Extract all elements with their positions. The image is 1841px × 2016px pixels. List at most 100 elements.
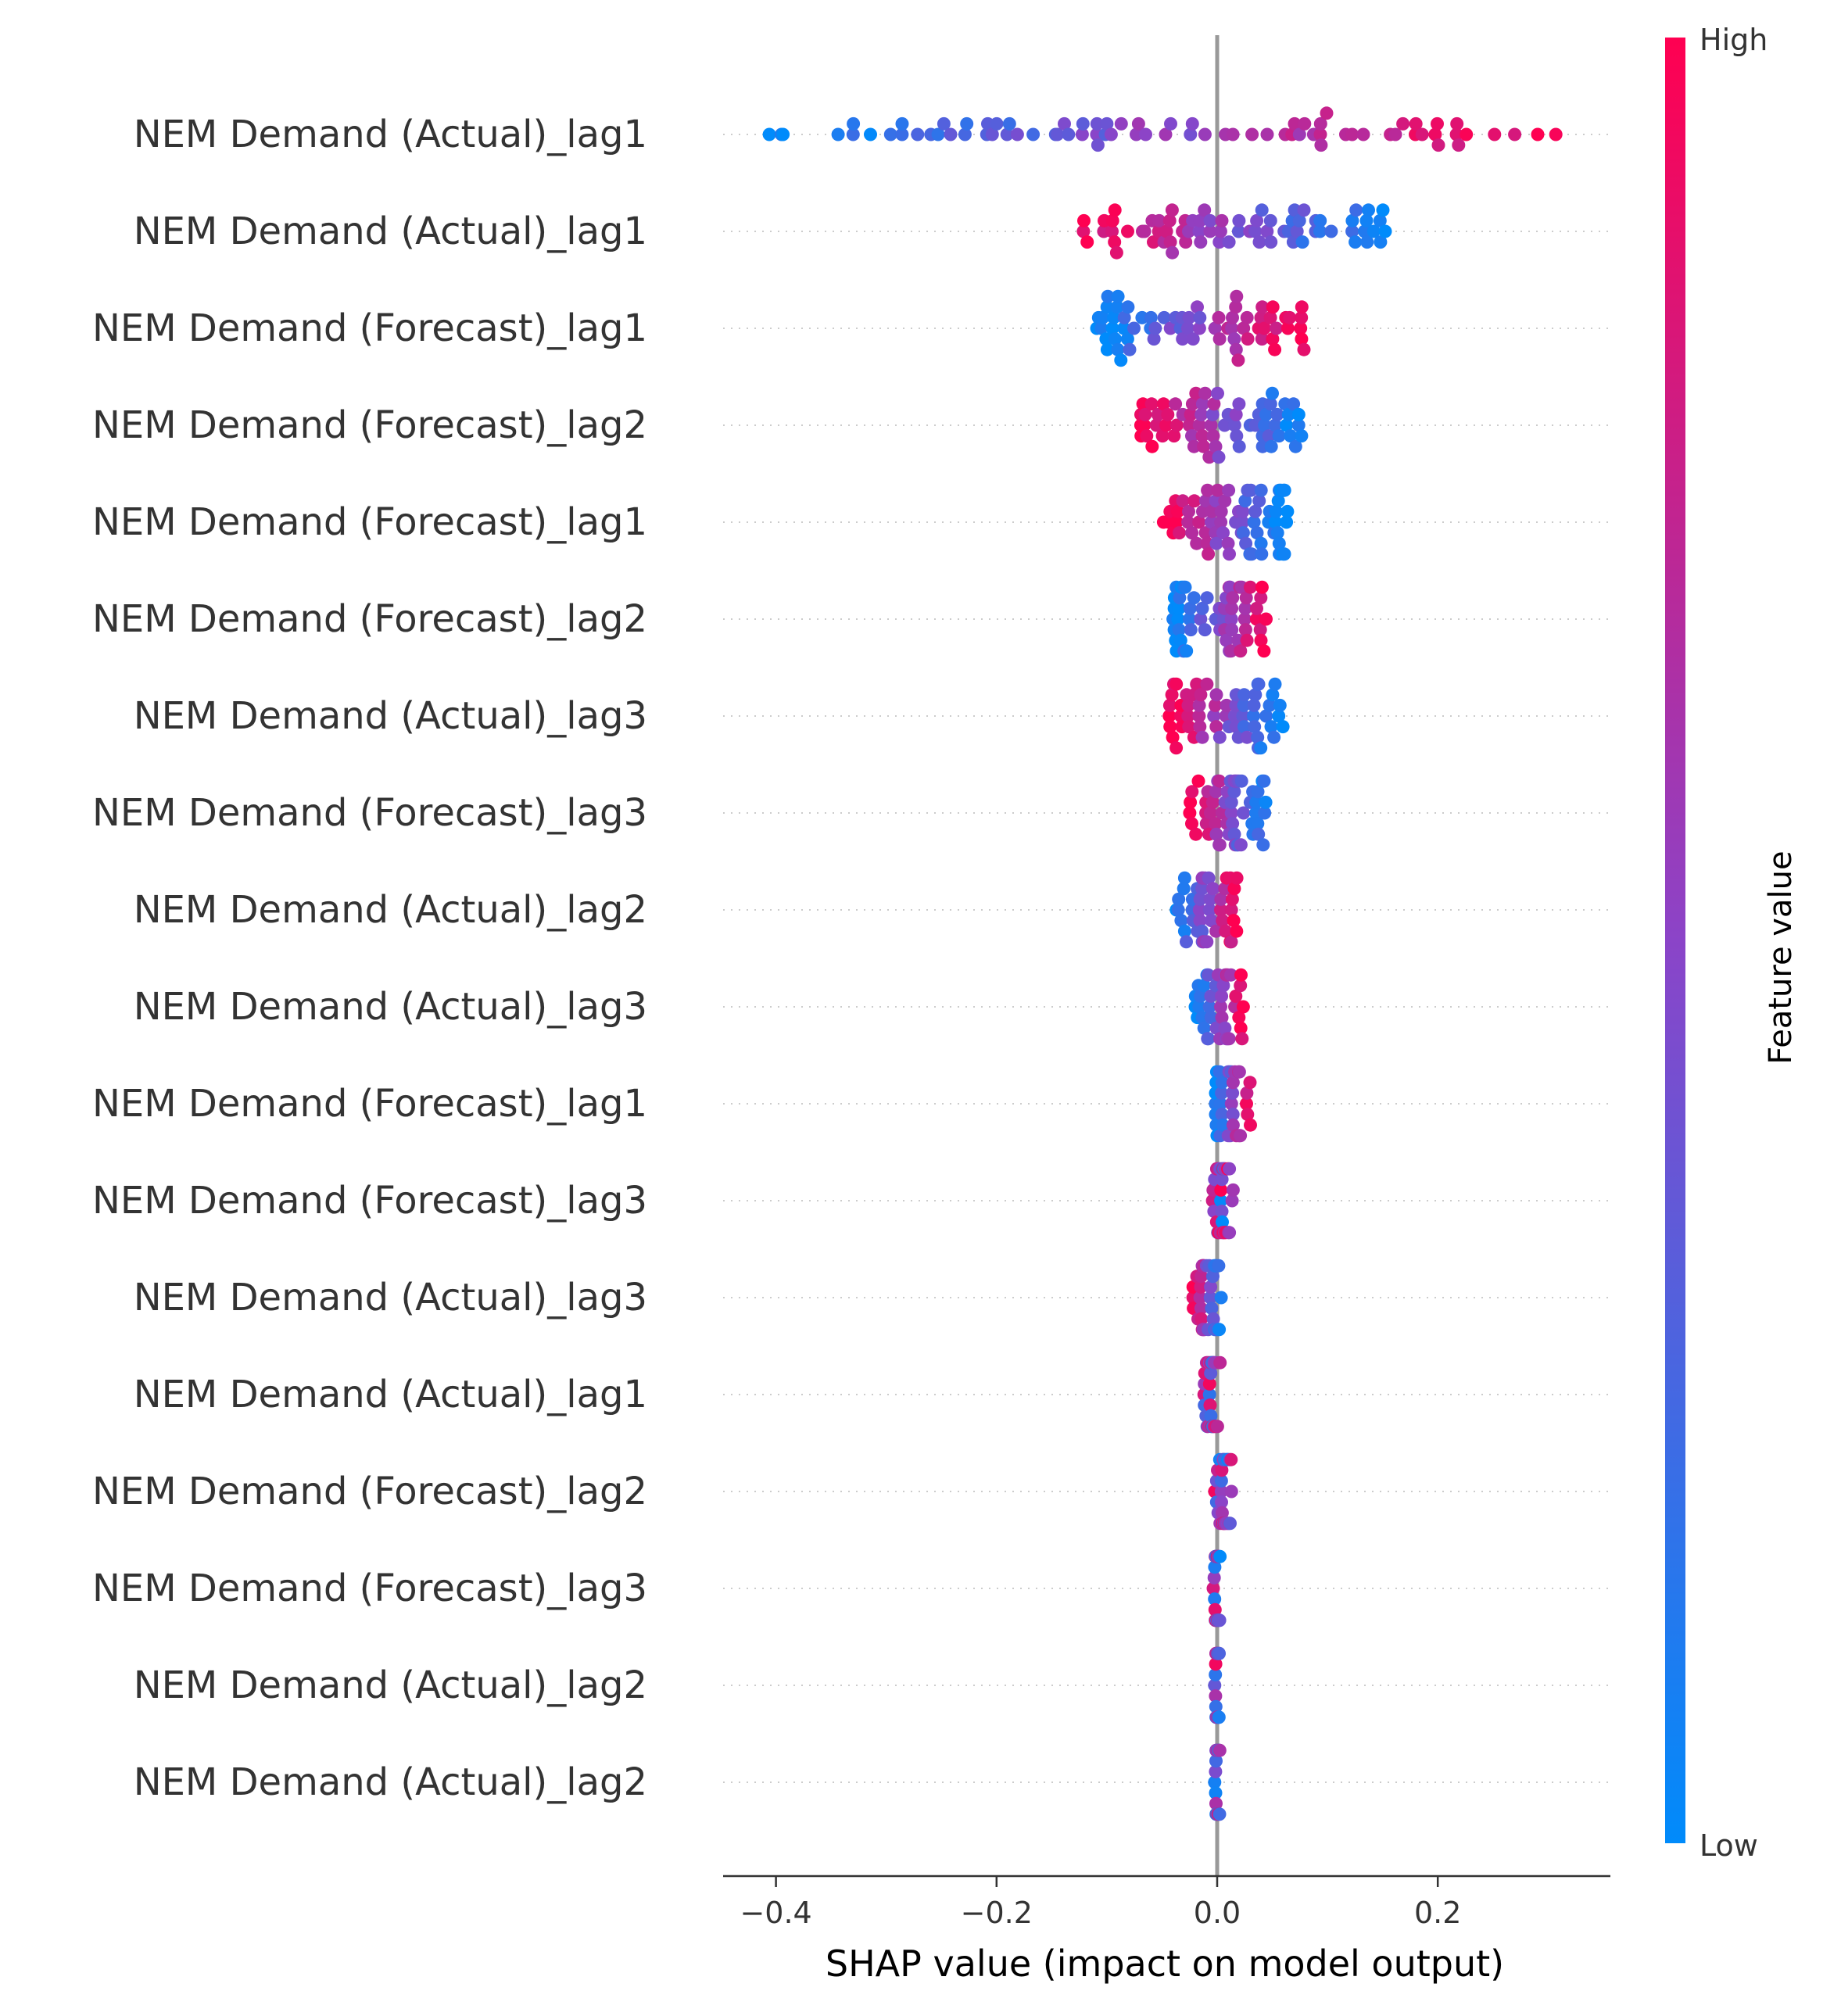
shap-point <box>1291 418 1306 432</box>
shap-point <box>1218 882 1232 896</box>
shap-point <box>958 127 972 141</box>
shap-point <box>1171 504 1184 518</box>
shap-point <box>1002 116 1016 131</box>
shap-point <box>1215 1108 1229 1122</box>
shap-point <box>1225 892 1239 906</box>
shap-point <box>1431 116 1444 131</box>
shap-point <box>1177 882 1191 896</box>
shap-point <box>1214 903 1227 917</box>
shap-point <box>1248 720 1262 734</box>
shap-point <box>1215 1205 1229 1219</box>
shap-point <box>1219 924 1233 938</box>
shap-point <box>1376 203 1390 217</box>
shap-point <box>1204 1366 1218 1380</box>
shap-point <box>1268 342 1282 356</box>
grid-lines <box>723 134 1610 1783</box>
shap-point <box>1223 1516 1237 1531</box>
shap-point <box>1313 116 1327 131</box>
shap-point <box>1488 127 1502 141</box>
shap-point <box>1349 235 1363 249</box>
x-tick-label: 0.0 <box>1194 1896 1241 1930</box>
shap-point <box>1208 1775 1222 1789</box>
shap-point <box>1195 924 1209 938</box>
shap-point <box>1183 806 1197 820</box>
shap-point <box>1266 300 1280 314</box>
shap-point <box>1232 439 1246 453</box>
shap-point <box>1239 591 1253 605</box>
shap-point <box>1243 1076 1257 1090</box>
shap-point <box>1234 1129 1248 1143</box>
shap-point <box>1240 1097 1253 1111</box>
shap-point <box>1272 536 1286 550</box>
shap-point <box>1230 289 1244 303</box>
shap-point <box>1222 235 1236 249</box>
shap-point <box>1192 698 1206 712</box>
shap-point <box>1237 688 1251 702</box>
shap-point <box>1077 213 1091 227</box>
shap-point <box>1100 116 1114 131</box>
shap-point <box>1105 213 1119 227</box>
shap-point <box>1209 720 1223 734</box>
x-ticks: −0.4 −0.2 0.0 0.2 <box>740 1876 1461 1930</box>
shap-point <box>1214 1474 1228 1488</box>
shap-point <box>1177 924 1191 938</box>
shap-point <box>1185 429 1198 443</box>
shap-point <box>1058 116 1071 131</box>
shap-point <box>1051 127 1065 141</box>
shap-point <box>1203 806 1217 820</box>
shap-point <box>1234 968 1248 982</box>
shap-point <box>1215 1506 1229 1520</box>
shap-point <box>1121 300 1135 314</box>
shap-point <box>1209 827 1223 841</box>
shap-point <box>1356 127 1370 141</box>
shap-point <box>1313 213 1327 227</box>
shap-point <box>1167 429 1181 443</box>
shap-point <box>1212 1807 1227 1821</box>
shap-point <box>1202 1377 1216 1391</box>
shap-point <box>1258 418 1272 432</box>
shap-point <box>1248 688 1263 702</box>
shap-point <box>1222 1032 1236 1046</box>
shap-point <box>1292 213 1306 227</box>
shap-point <box>1108 203 1122 217</box>
shap-point <box>1179 235 1193 249</box>
shap-point <box>1120 332 1134 346</box>
shap-point <box>1215 806 1229 820</box>
shap-point <box>1227 785 1241 799</box>
feature-label: NEM Demand (Forecast)_lag3 <box>92 791 647 835</box>
shap-point <box>1147 332 1161 346</box>
shap-point <box>1114 353 1128 367</box>
shap-point <box>1110 300 1124 314</box>
shap-point <box>1280 321 1295 335</box>
feature-labels: NEM Demand (Actual)_lag1 NEM Demand (Actu… <box>92 113 647 1804</box>
shap-point <box>1232 397 1246 411</box>
shap-point <box>1260 224 1274 238</box>
shap-point <box>1198 494 1212 508</box>
shap-point <box>864 127 877 141</box>
shap-point <box>1205 504 1219 518</box>
shap-point <box>1184 407 1198 421</box>
shap-point <box>1203 224 1217 238</box>
shap-point <box>1229 300 1243 314</box>
shap-point <box>1249 795 1263 809</box>
shap-point <box>1189 386 1203 400</box>
shap-point <box>1108 235 1122 249</box>
shap-point <box>1145 439 1159 453</box>
feature-label: NEM Demand (Actual)_lag3 <box>134 694 647 738</box>
shap-point <box>1107 310 1121 324</box>
shap-point <box>1283 310 1297 324</box>
shap-point <box>1169 397 1183 411</box>
feature-label: NEM Demand (Forecast)_lag1 <box>92 1082 647 1126</box>
shap-point <box>895 127 909 141</box>
shap-point <box>1205 1302 1219 1316</box>
shap-point <box>1224 903 1238 917</box>
shap-point <box>1314 138 1328 152</box>
shap-point <box>1297 342 1311 356</box>
shap-point <box>1202 450 1216 464</box>
shap-point <box>1163 321 1177 335</box>
shap-point <box>1232 213 1246 227</box>
shap-point <box>1374 235 1388 249</box>
shap-point <box>1109 245 1123 260</box>
shap-point <box>1213 224 1227 238</box>
shap-point <box>1259 795 1273 809</box>
